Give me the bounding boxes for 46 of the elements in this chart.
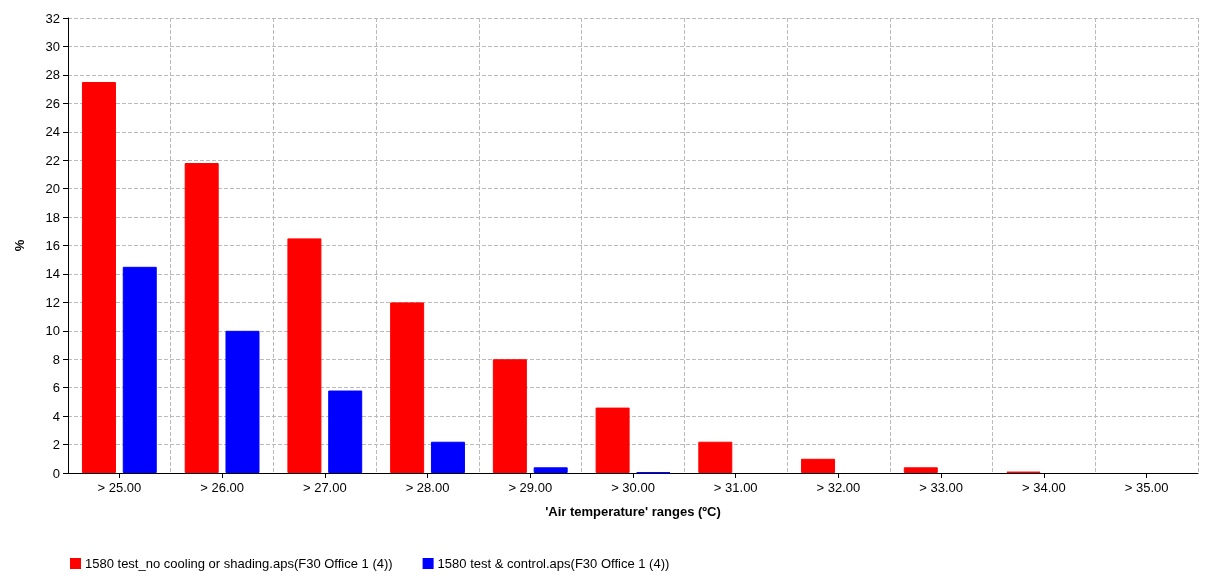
- x-tick-label: > 30.00: [611, 480, 655, 495]
- x-tick-label: > 27.00: [302, 480, 347, 495]
- bar: [492, 359, 527, 473]
- bar: [184, 163, 219, 473]
- bar: [122, 266, 157, 473]
- bar: [903, 467, 938, 473]
- y-tick-label: 4: [52, 408, 60, 424]
- x-tick-label: > 26.00: [200, 480, 244, 495]
- legend-label: 1580 test & control.aps(F30 Office 1 (4)): [437, 556, 670, 571]
- x-tick-label: > 34.00: [1022, 480, 1066, 495]
- bar: [595, 407, 630, 473]
- y-tick-label: 6: [52, 380, 60, 396]
- x-tick-label: > 25.00: [97, 480, 142, 495]
- y-tick-label: 2: [52, 437, 60, 453]
- bar: [390, 302, 425, 473]
- bar: [698, 441, 733, 473]
- x-tick-label: > 33.00: [919, 480, 964, 495]
- bar: [225, 330, 260, 473]
- bar: [328, 390, 363, 473]
- bar: [533, 467, 568, 473]
- y-tick-label: 20: [45, 181, 60, 197]
- x-tick-label: > 29.00: [508, 480, 553, 495]
- bar: [287, 238, 322, 473]
- y-tick-label: 10: [45, 323, 60, 339]
- y-tick-label: 30: [45, 38, 60, 54]
- x-tick-label: > 28.00: [405, 480, 450, 495]
- y-tick-label: 26: [45, 95, 60, 111]
- y-tick-label: 14: [45, 266, 60, 282]
- y-tick-label: 32: [45, 10, 60, 26]
- x-tick-label: > 31.00: [713, 480, 758, 495]
- x-tick-label: > 32.00: [816, 480, 861, 495]
- y-axis-title: %: [12, 239, 27, 252]
- y-tick-label: 12: [45, 294, 60, 310]
- legend-label: 1580 test_no cooling or shading.aps(F30 Office 1 (4)): [85, 556, 393, 571]
- bar: [81, 81, 116, 473]
- y-tick-label: 16: [45, 238, 60, 253]
- x-tick-label: > 35.00: [1124, 480, 1169, 495]
- y-tick-label: 8: [52, 351, 60, 367]
- bar: [430, 441, 465, 473]
- y-tick-label: 0: [52, 465, 60, 481]
- y-tick-label: 22: [45, 152, 60, 168]
- x-axis-title: 'Air temperature' ranges (ºC): [545, 504, 721, 519]
- y-tick-label: 18: [45, 209, 60, 225]
- y-tick-label: 28: [45, 67, 60, 83]
- bar: [801, 458, 836, 473]
- y-tick-label: 24: [45, 124, 60, 140]
